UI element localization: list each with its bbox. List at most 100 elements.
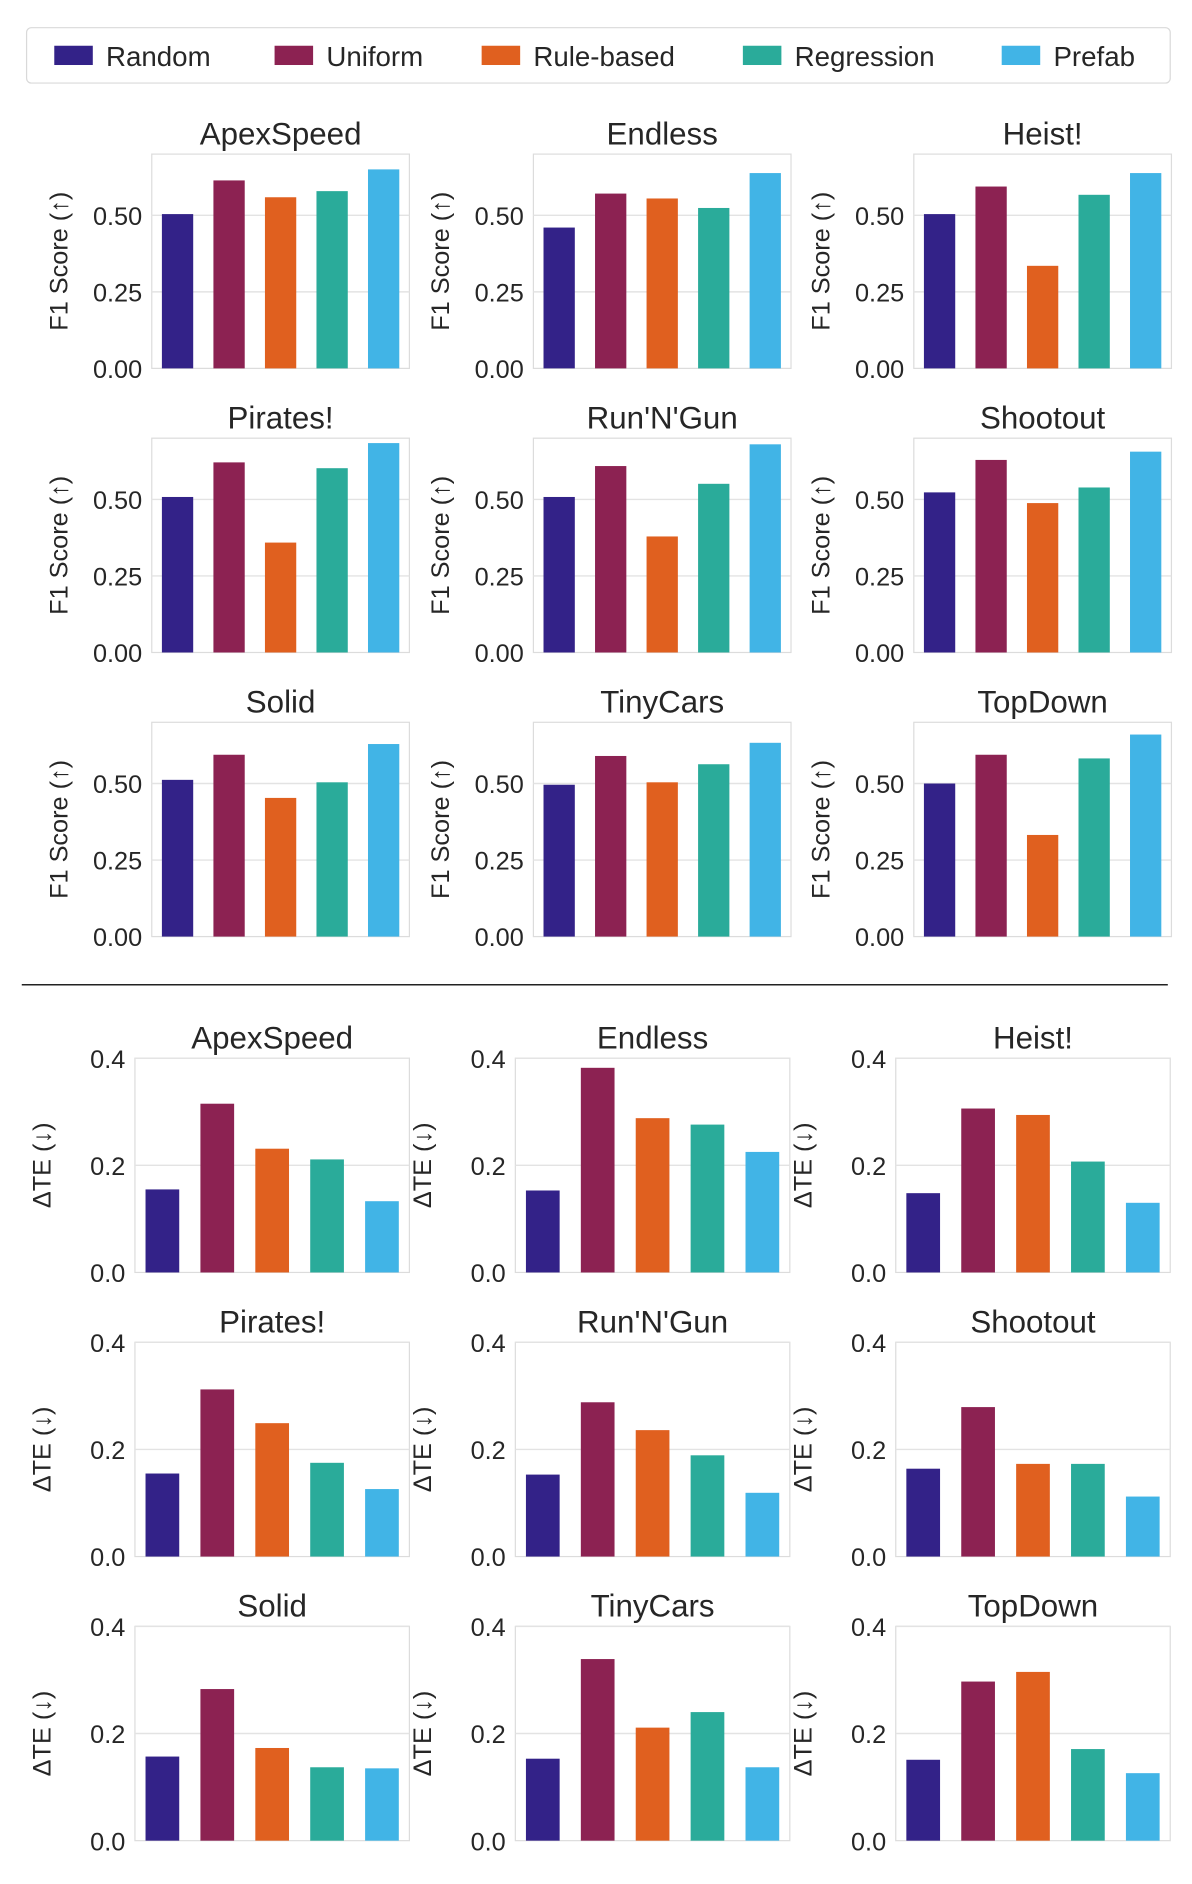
bar-uniform xyxy=(580,1659,615,1841)
subplot: 0.00 0.25 0.50 TinyCars F1 Score (↑) xyxy=(427,685,792,952)
y-tick-label: 0.00 xyxy=(855,356,904,384)
y-tick-label: 0.50 xyxy=(475,771,524,799)
bar-regression xyxy=(316,191,348,369)
y-tick-label: 0.50 xyxy=(93,203,142,231)
subplot: 0.0 0.2 0.4 Solid ΔTE (↓) xyxy=(29,1589,411,1856)
bar-regression xyxy=(310,1462,344,1557)
bar-uniform xyxy=(595,193,627,369)
legend-item: Rule-based xyxy=(481,41,675,72)
subplot-title: TinyCars xyxy=(591,1589,715,1624)
y-axis-label: ΔTE (↓) xyxy=(789,1407,817,1493)
y-tick-label: 0.50 xyxy=(855,771,904,799)
bar-prefab xyxy=(749,444,781,653)
bar-prefab xyxy=(749,742,781,937)
subplot-title: Shootout xyxy=(970,1305,1096,1340)
bar-random xyxy=(906,1468,941,1557)
y-tick-label: 0.25 xyxy=(855,564,904,592)
bar-uniform xyxy=(595,755,627,937)
bar-prefab xyxy=(749,173,781,369)
bar-regression xyxy=(1071,1463,1105,1557)
bar-prefab xyxy=(365,1201,399,1273)
bar-rule-based xyxy=(646,782,678,937)
y-axis-label: F1 Score (↑) xyxy=(427,760,455,899)
bar-rule-based xyxy=(1016,1463,1050,1557)
subplot-title: Pirates! xyxy=(219,1305,325,1340)
y-tick-label: 0.4 xyxy=(90,1330,125,1358)
legend-item: Prefab xyxy=(1001,41,1135,72)
subplot: 0.00 0.25 0.50 ApexSpeed F1 Score (↑) xyxy=(46,116,411,384)
subplot-title: Heist! xyxy=(993,1021,1073,1056)
subplot-title: Run'N'Gun xyxy=(587,401,738,436)
y-tick-label: 0.25 xyxy=(93,279,142,307)
bar-random xyxy=(525,1190,560,1273)
y-tick-label: 0.2 xyxy=(851,1437,886,1465)
subplot-title: TopDown xyxy=(977,685,1107,720)
bar-random xyxy=(145,1189,180,1273)
subplot: 0.00 0.25 0.50 Endless F1 Score (↑) xyxy=(427,116,792,384)
y-tick-label: 0.50 xyxy=(475,203,524,231)
y-tick-label: 0.0 xyxy=(851,1544,886,1572)
y-tick-label: 0.4 xyxy=(851,1614,886,1642)
y-axis-label: F1 Score (↑) xyxy=(808,760,836,899)
bar-uniform xyxy=(213,754,245,937)
bar-random xyxy=(923,214,956,369)
legend-label: Uniform xyxy=(326,41,423,72)
legend-swatch xyxy=(1001,45,1041,66)
y-axis-label: F1 Score (↑) xyxy=(46,192,74,331)
bar-regression xyxy=(316,468,348,653)
bar-random xyxy=(161,496,194,653)
subplot-title: Heist! xyxy=(1003,116,1083,151)
bar-uniform xyxy=(975,459,1007,653)
legend-label: Regression xyxy=(795,41,935,72)
bar-random xyxy=(543,227,575,369)
legend-label: Rule-based xyxy=(533,41,675,72)
bar-regression xyxy=(698,207,730,369)
bar-prefab xyxy=(1130,451,1162,653)
bar-rule-based xyxy=(635,1727,670,1841)
y-tick-label: 0.50 xyxy=(93,487,142,515)
y-tick-label: 0.25 xyxy=(475,848,524,876)
bar-prefab xyxy=(367,443,400,653)
bar-random xyxy=(161,214,194,369)
bar-prefab xyxy=(1125,1773,1160,1841)
y-tick-label: 0.0 xyxy=(471,1828,506,1856)
bar-rule-based xyxy=(635,1118,670,1273)
subplot: 0.0 0.2 0.4 Run'N'Gun ΔTE (↓) xyxy=(409,1305,791,1572)
bar-regression xyxy=(310,1159,344,1273)
y-axis-label: ΔTE (↓) xyxy=(29,1122,57,1208)
y-tick-label: 0.2 xyxy=(90,1721,125,1749)
y-axis-label: ΔTE (↓) xyxy=(29,1407,57,1493)
bar-uniform xyxy=(200,1103,235,1273)
y-axis-label: ΔTE (↓) xyxy=(409,1691,437,1777)
bar-regression xyxy=(690,1712,725,1841)
legend-frame xyxy=(25,27,1171,84)
y-tick-label: 0.00 xyxy=(855,924,904,952)
bar-uniform xyxy=(595,466,627,653)
legend-item: Random xyxy=(54,41,211,72)
legend-swatch xyxy=(274,45,314,66)
subplot-title: Solid xyxy=(246,685,316,720)
subplot: 0.0 0.2 0.4 Heist! ΔTE (↓) xyxy=(789,1021,1171,1288)
subplot-title: TopDown xyxy=(968,1589,1098,1624)
y-tick-label: 0.00 xyxy=(855,640,904,668)
y-tick-label: 0.50 xyxy=(93,771,142,799)
y-axis-label: F1 Score (↑) xyxy=(808,192,836,331)
bar-uniform xyxy=(961,1108,995,1273)
bar-uniform xyxy=(200,1689,235,1841)
bar-rule-based xyxy=(255,1747,290,1841)
bar-rule-based xyxy=(1016,1671,1050,1841)
bar-prefab xyxy=(1125,1496,1160,1557)
bar-regression xyxy=(316,782,348,937)
bar-random xyxy=(145,1756,180,1841)
bar-regression xyxy=(1071,1161,1105,1273)
subplot: 0.0 0.2 0.4 ApexSpeed ΔTE (↓) xyxy=(29,1021,411,1288)
y-tick-label: 0.0 xyxy=(90,1260,125,1288)
bar-random xyxy=(145,1473,180,1557)
bar-regression xyxy=(310,1767,344,1841)
subplot-title: Endless xyxy=(607,116,718,151)
bar-prefab xyxy=(745,1492,780,1557)
y-tick-label: 0.4 xyxy=(471,1046,506,1074)
bar-random xyxy=(525,1474,560,1557)
y-tick-label: 0.25 xyxy=(855,279,904,307)
